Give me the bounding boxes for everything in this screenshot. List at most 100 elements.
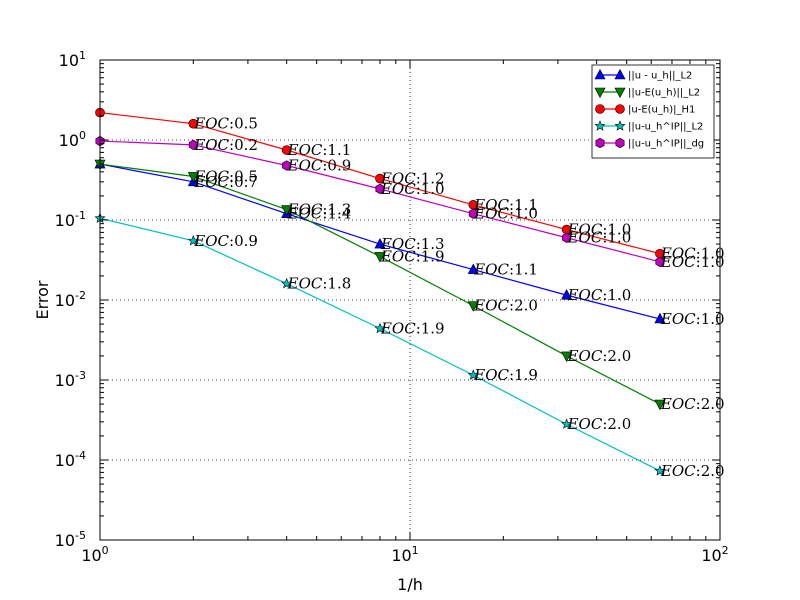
eoc-label: EOC:1.2 bbox=[380, 170, 445, 188]
eoc-prefix: EOC bbox=[287, 201, 323, 219]
eoc-value: 1.3 bbox=[327, 201, 351, 219]
y-tick-base: 10 bbox=[55, 531, 75, 550]
y-tick-base: 10 bbox=[59, 131, 79, 150]
eoc-prefix: EOC bbox=[567, 347, 603, 365]
data-point bbox=[375, 183, 385, 195]
x-tick-base: 10 bbox=[81, 546, 101, 565]
data-point bbox=[467, 301, 479, 312]
eoc-label: EOC:1.0 bbox=[567, 221, 632, 239]
eoc-prefix: EOC bbox=[287, 275, 323, 293]
eoc-label: EOC:1.1 bbox=[473, 196, 538, 214]
data-point bbox=[561, 418, 573, 429]
x-tick-base: 10 bbox=[391, 546, 411, 565]
y-tick-base: 10 bbox=[59, 51, 79, 70]
eoc-colon: : bbox=[509, 366, 514, 384]
data-point bbox=[374, 237, 386, 249]
eoc-colon: : bbox=[696, 395, 701, 413]
eoc-label: EOC:1.3 bbox=[380, 235, 445, 253]
legend-marker bbox=[594, 120, 606, 131]
eoc-value: 1.9 bbox=[514, 366, 538, 384]
y-tick-label: 100 bbox=[59, 129, 86, 150]
y-tick-base: 10 bbox=[55, 451, 75, 470]
data-point bbox=[188, 139, 198, 150]
eoc-value: 0.9 bbox=[327, 157, 351, 175]
eoc-colon: : bbox=[602, 286, 607, 304]
eoc-value: 1.0 bbox=[607, 229, 631, 247]
eoc-value: 2.0 bbox=[701, 462, 725, 480]
eoc-value: 1.0 bbox=[514, 205, 538, 223]
data-point bbox=[467, 263, 479, 274]
eoc-label: EOC:2.0 bbox=[567, 347, 632, 365]
eoc-colon: : bbox=[322, 201, 327, 219]
series-layer bbox=[94, 107, 666, 476]
eoc-value: 2.0 bbox=[607, 347, 631, 365]
legend-item: ||u-u_h^IP||_dg bbox=[595, 137, 704, 150]
eoc-prefix: EOC bbox=[567, 221, 603, 239]
eoc-colon: : bbox=[602, 221, 607, 239]
legend-label: ||u - u_h||_L2 bbox=[628, 71, 692, 82]
legend-item: ||u - u_h||_L2 bbox=[594, 68, 692, 82]
eoc-label: EOC:1.1 bbox=[287, 141, 352, 159]
x-tick-exponent: 0 bbox=[102, 544, 109, 557]
eoc-colon: : bbox=[229, 115, 234, 133]
y-tick-exponent: 0 bbox=[79, 129, 86, 142]
eoc-prefix: EOC bbox=[380, 320, 416, 338]
legend-marker bbox=[614, 87, 626, 99]
y-tick-label: 10-4 bbox=[55, 449, 86, 470]
eoc-label: EOC:0.9 bbox=[193, 232, 258, 250]
eoc-colon: : bbox=[696, 253, 701, 271]
eoc-colon: : bbox=[416, 320, 421, 338]
eoc-prefix: EOC bbox=[660, 310, 696, 328]
eoc-label: EOC:0.9 bbox=[287, 157, 352, 175]
y-tick-exponent: -1 bbox=[75, 209, 86, 222]
data-point bbox=[562, 232, 572, 243]
eoc-label: EOC:0.7 bbox=[193, 173, 258, 191]
y-tick-base: 10 bbox=[55, 371, 75, 390]
eoc-value: 1.0 bbox=[607, 286, 631, 304]
eoc-label: EOC:1.9 bbox=[380, 247, 445, 265]
eoc-colon: : bbox=[696, 310, 701, 328]
data-point bbox=[374, 322, 386, 334]
legend-marker bbox=[614, 120, 626, 131]
eoc-value: 1.0 bbox=[421, 180, 445, 198]
eoc-label: EOC:2.0 bbox=[567, 415, 632, 433]
eoc-label: EOC:1.8 bbox=[287, 275, 352, 293]
eoc-colon: : bbox=[602, 229, 607, 247]
eoc-colon: : bbox=[322, 275, 327, 293]
eoc-label: EOC:1.0 bbox=[380, 180, 445, 198]
eoc-label: EOC:1.0 bbox=[660, 310, 725, 328]
x-tick-label: 102 bbox=[701, 544, 728, 565]
y-tick-label: 10-5 bbox=[55, 529, 86, 550]
eoc-colon: : bbox=[416, 247, 421, 265]
data-point bbox=[561, 351, 573, 363]
eoc-prefix: EOC bbox=[660, 395, 696, 413]
eoc-value: 1.0 bbox=[607, 221, 631, 239]
data-point bbox=[467, 369, 479, 380]
eoc-colon: : bbox=[602, 347, 607, 365]
eoc-value: 1.9 bbox=[421, 320, 445, 338]
legend-label: ||u-u_h^IP||_dg bbox=[628, 139, 704, 150]
eoc-label: EOC:1.0 bbox=[567, 286, 632, 304]
eoc-colon: : bbox=[509, 196, 514, 214]
data-point bbox=[561, 289, 573, 300]
data-point bbox=[374, 252, 386, 263]
eoc-prefix: EOC bbox=[473, 196, 509, 214]
eoc-prefix: EOC bbox=[473, 297, 509, 315]
eoc-value: 0.5 bbox=[234, 115, 258, 133]
eoc-label: EOC:1.1 bbox=[473, 261, 538, 279]
eoc-value: 1.1 bbox=[327, 141, 351, 159]
eoc-prefix: EOC bbox=[193, 173, 229, 191]
eoc-prefix: EOC bbox=[660, 462, 696, 480]
eoc-value: 1.9 bbox=[421, 247, 445, 265]
legend-label: ||u-u_h^IP||_L2 bbox=[628, 122, 703, 133]
legend-label: |u-E(u_h)|_H1 bbox=[628, 105, 695, 116]
legend-item: |u-E(u_h)|_H1 bbox=[595, 104, 695, 116]
eoc-value: 0.7 bbox=[234, 173, 258, 191]
eoc-prefix: EOC bbox=[287, 205, 323, 223]
data-point bbox=[188, 118, 199, 129]
eoc-label: EOC:0.5 bbox=[193, 167, 258, 185]
legend-marker bbox=[615, 104, 625, 114]
data-point bbox=[187, 172, 199, 183]
